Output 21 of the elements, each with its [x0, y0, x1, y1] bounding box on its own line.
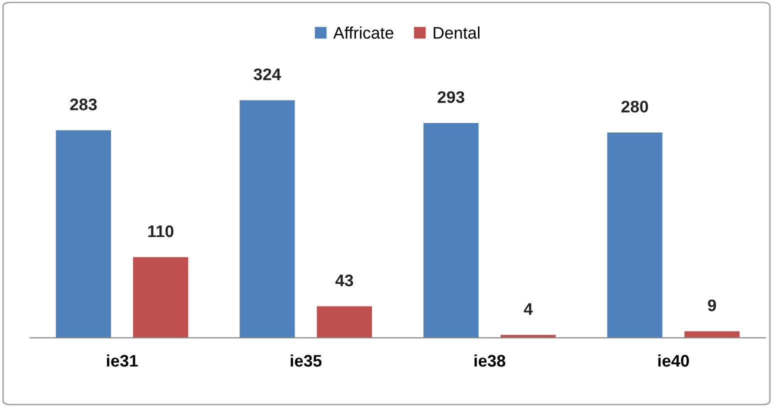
bar: [133, 257, 188, 338]
x-tick-label: ie31: [106, 354, 138, 367]
data-label: 43: [335, 274, 354, 286]
data-label: 280: [621, 100, 648, 113]
bar: [423, 122, 479, 338]
bar: [316, 306, 372, 338]
data-label: 110: [148, 225, 174, 238]
bar: [607, 132, 662, 338]
bar: [56, 130, 112, 338]
bar: [684, 331, 740, 338]
legend-label: Dental: [434, 26, 480, 39]
data-label: 324: [254, 68, 282, 80]
data-label: 293: [438, 91, 464, 104]
bar: [240, 100, 295, 338]
x-tick-label: ie40: [658, 354, 689, 367]
data-label: 4: [524, 303, 533, 315]
x-tick-label: ie35: [290, 354, 322, 367]
legend-label: Affricate: [333, 26, 394, 39]
x-tick-label: ie38: [474, 354, 506, 367]
data-label: 9: [708, 299, 716, 312]
data-label: 283: [70, 98, 97, 110]
